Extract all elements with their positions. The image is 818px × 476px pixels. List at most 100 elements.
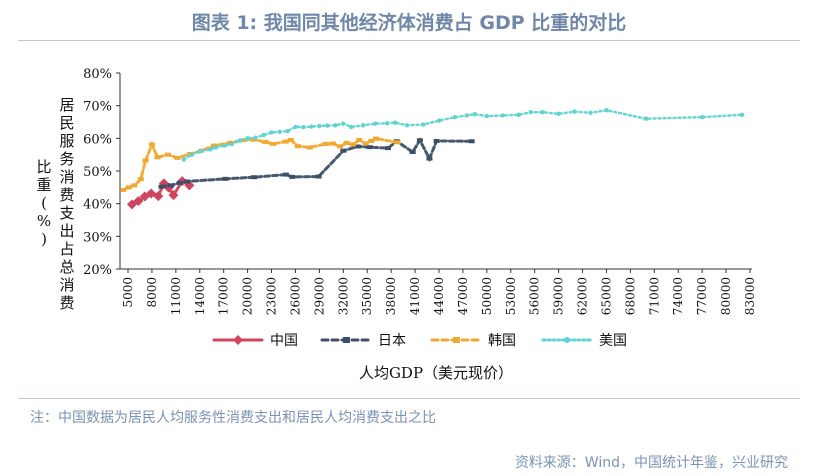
- data-point: [211, 143, 218, 148]
- x-tick-label: 50000: [480, 277, 494, 315]
- data-point: [213, 145, 218, 150]
- legend-swatch-marker: [343, 337, 350, 343]
- series-3: [181, 108, 745, 162]
- series-line: [182, 108, 744, 161]
- data-point: [699, 114, 705, 120]
- x-tick-label: 56000: [528, 277, 542, 315]
- data-point: [426, 156, 433, 161]
- data-point: [168, 190, 179, 201]
- y-tick-label: 50%: [83, 165, 112, 180]
- y-axis-label-char: 服: [59, 132, 74, 150]
- data-point: [337, 144, 344, 149]
- x-tick-label: 80000: [719, 277, 733, 315]
- x-tick-label: 65000: [599, 277, 613, 315]
- data-point: [133, 196, 144, 207]
- data-point: [540, 110, 545, 115]
- data-point: [315, 174, 322, 179]
- data-point: [644, 116, 649, 121]
- data-point: [158, 184, 165, 189]
- data-point: [309, 124, 314, 129]
- y-axis-label-char: 费: [59, 186, 74, 204]
- chart-area: 20% 30% 40% 50% 60% 70% 80% 5000 8000 11000 14000 1…: [36, 67, 757, 382]
- data-point: [164, 152, 171, 157]
- data-point: [222, 176, 229, 181]
- data-point: [262, 139, 269, 144]
- data-point: [317, 123, 322, 129]
- y-axis-label-char: 占: [59, 240, 74, 258]
- data-point: [120, 187, 127, 192]
- data-point: [250, 175, 257, 180]
- data-point: [229, 142, 234, 147]
- data-point: [349, 142, 356, 147]
- y-tick-label: 40%: [83, 198, 112, 213]
- data-point: [325, 123, 330, 128]
- data-point: [197, 149, 202, 154]
- data-point: [588, 110, 593, 116]
- data-point: [384, 146, 391, 151]
- data-point: [168, 183, 175, 188]
- data-point: [322, 141, 329, 146]
- data-point: [354, 144, 361, 149]
- x-tick-label: 77000: [695, 277, 709, 315]
- data-point: [237, 138, 242, 143]
- data-point: [362, 141, 369, 146]
- legend-item: 日本: [320, 333, 406, 349]
- data-point: [420, 122, 426, 127]
- x-tick-label: 11000: [169, 277, 183, 315]
- data-point: [468, 139, 475, 144]
- data-point: [142, 158, 149, 163]
- data-point: [245, 136, 250, 141]
- series-line: [130, 179, 191, 206]
- x-tick-label: 74000: [671, 277, 685, 315]
- y-axis-label-char: 消: [59, 168, 74, 186]
- data-point: [739, 112, 745, 118]
- y-tick-label: 70%: [83, 100, 112, 115]
- data-point: [329, 141, 336, 146]
- data-point: [181, 157, 187, 162]
- title-divider: [18, 40, 800, 41]
- data-point: [174, 155, 181, 160]
- data-point: [277, 129, 282, 134]
- x-tick-label: 71000: [647, 277, 661, 315]
- data-point: [416, 138, 423, 143]
- data-point: [392, 120, 398, 125]
- x-tick-label: 8000: [145, 277, 159, 308]
- chart-title: 图表 1: 我国同其他经济体消费占 GDP 比重的对比: [191, 12, 627, 34]
- data-point: [572, 109, 577, 114]
- data-point: [287, 137, 294, 142]
- data-point: [556, 111, 561, 117]
- data-point: [394, 140, 401, 145]
- data-point: [301, 125, 306, 130]
- data-point: [125, 185, 132, 190]
- data-point: [148, 142, 155, 147]
- data-point: [253, 135, 258, 140]
- x-tick-label: 23000: [265, 277, 279, 315]
- data-point: [131, 183, 138, 188]
- data-point: [189, 152, 194, 157]
- x-tick-label: 5000: [121, 277, 135, 308]
- x-tick-label: 20000: [241, 277, 255, 315]
- data-point: [368, 138, 375, 143]
- chart-source: 资料来源：Wind，中国统计年鉴，兴业研究: [514, 455, 788, 471]
- data-point: [528, 110, 533, 115]
- y-tick-label: 80%: [83, 67, 112, 82]
- data-point: [384, 121, 390, 126]
- y-axis-label-char: 重: [36, 176, 51, 194]
- data-point: [433, 138, 440, 143]
- y-axis-label-char: 比: [36, 158, 51, 176]
- data-point: [452, 114, 458, 120]
- data-point: [269, 130, 274, 135]
- data-point: [341, 121, 346, 126]
- x-tick-label: 29000: [312, 277, 326, 315]
- y-axis-label-char: %: [37, 212, 51, 230]
- x-tick-label: 35000: [360, 277, 374, 315]
- y-axis-label-char: 出: [59, 222, 74, 240]
- data-point: [373, 121, 378, 126]
- y-tick-label: 20%: [83, 263, 112, 278]
- legend-item: 美国: [541, 333, 627, 349]
- y-axis-label-char: 支: [59, 204, 74, 222]
- y-axis-label-char: ): [41, 230, 47, 248]
- data-point: [409, 150, 416, 155]
- data-point: [333, 123, 338, 128]
- x-tick-label: 38000: [384, 277, 398, 315]
